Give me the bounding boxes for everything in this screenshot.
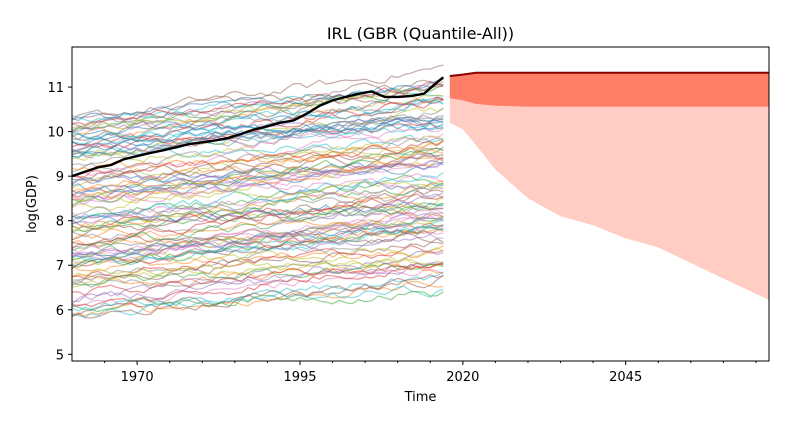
background-series-line [72,84,444,134]
background-series-line [72,135,444,189]
background-series-line [72,227,444,247]
y-axis: 5 6 7 8 9 10 11 [47,81,72,363]
background-series-line [72,232,444,269]
chart-title: IRL (GBR (Quantile-All)) [327,24,514,43]
background-series-line [72,275,444,319]
background-series-line [72,98,444,145]
background-series-line [72,193,444,250]
background-series-line [72,149,444,172]
background-series-line [72,64,444,120]
background-series-line [72,209,444,260]
background-series-line [72,97,444,141]
background-series-line [72,174,444,220]
forecast-median-line [449,71,769,77]
background-series-line [72,225,444,249]
background-series-line [72,215,444,266]
forecast-inner-band [449,72,769,107]
x-tick-label: 1970 [121,370,154,385]
background-series-line [72,193,444,220]
x-axis: 1970 1995 2020 2045 [104,361,757,385]
highlight-series-line [72,76,445,178]
x-tick-label: 2020 [446,370,479,385]
background-series-line [72,250,444,303]
background-series-line [72,262,444,305]
background-series-line [72,107,444,159]
background-series-line [72,140,444,197]
background-series-line [72,80,444,126]
background-series-line [72,263,444,297]
background-series-line [72,171,444,222]
background-series-line [72,202,444,252]
background-series-line [72,98,444,138]
y-tick-label: 7 [56,259,64,274]
y-tick-label: 10 [47,126,64,141]
background-series-line [72,247,444,266]
background-series-line [72,271,444,318]
y-tick-label: 5 [56,348,64,363]
x-tick-label: 2045 [609,370,642,385]
y-tick-label: 6 [56,304,64,319]
y-tick-label: 9 [56,170,64,185]
background-series-line [72,201,444,225]
background-series-line [72,156,444,194]
background-series-line [72,137,444,173]
plot-frame [71,46,770,362]
background-series-line [72,256,444,278]
background-series-line [72,209,444,226]
background-series-line [72,122,444,142]
forecast-outer-band [449,98,769,300]
background-series-line [72,87,444,123]
background-series-line [72,225,444,261]
background-series-line [72,115,444,167]
x-tick-label: 1995 [283,370,316,385]
plot-area [72,64,769,319]
series-group [72,64,769,319]
background-series-line [72,185,444,219]
background-series-line [72,262,444,286]
y-tick-label: 11 [47,81,64,96]
y-tick-label: 8 [56,215,64,230]
background-series-line [72,291,444,313]
background-series-line [72,268,444,306]
background-series-line [72,85,444,142]
x-axis-title: Time [404,390,437,405]
background-series-line [72,96,444,133]
background-series-line [72,140,444,163]
background-series-line [72,146,444,203]
background-series-line [72,113,444,157]
background-series-line [72,98,444,153]
background-series-line [72,180,444,230]
background-series-line [72,161,444,203]
y-axis-title: log(GDP) [25,175,40,233]
background-series-line [72,127,444,155]
background-series-line [72,161,444,186]
background-series-line [72,180,444,204]
background-series-line [72,134,444,158]
